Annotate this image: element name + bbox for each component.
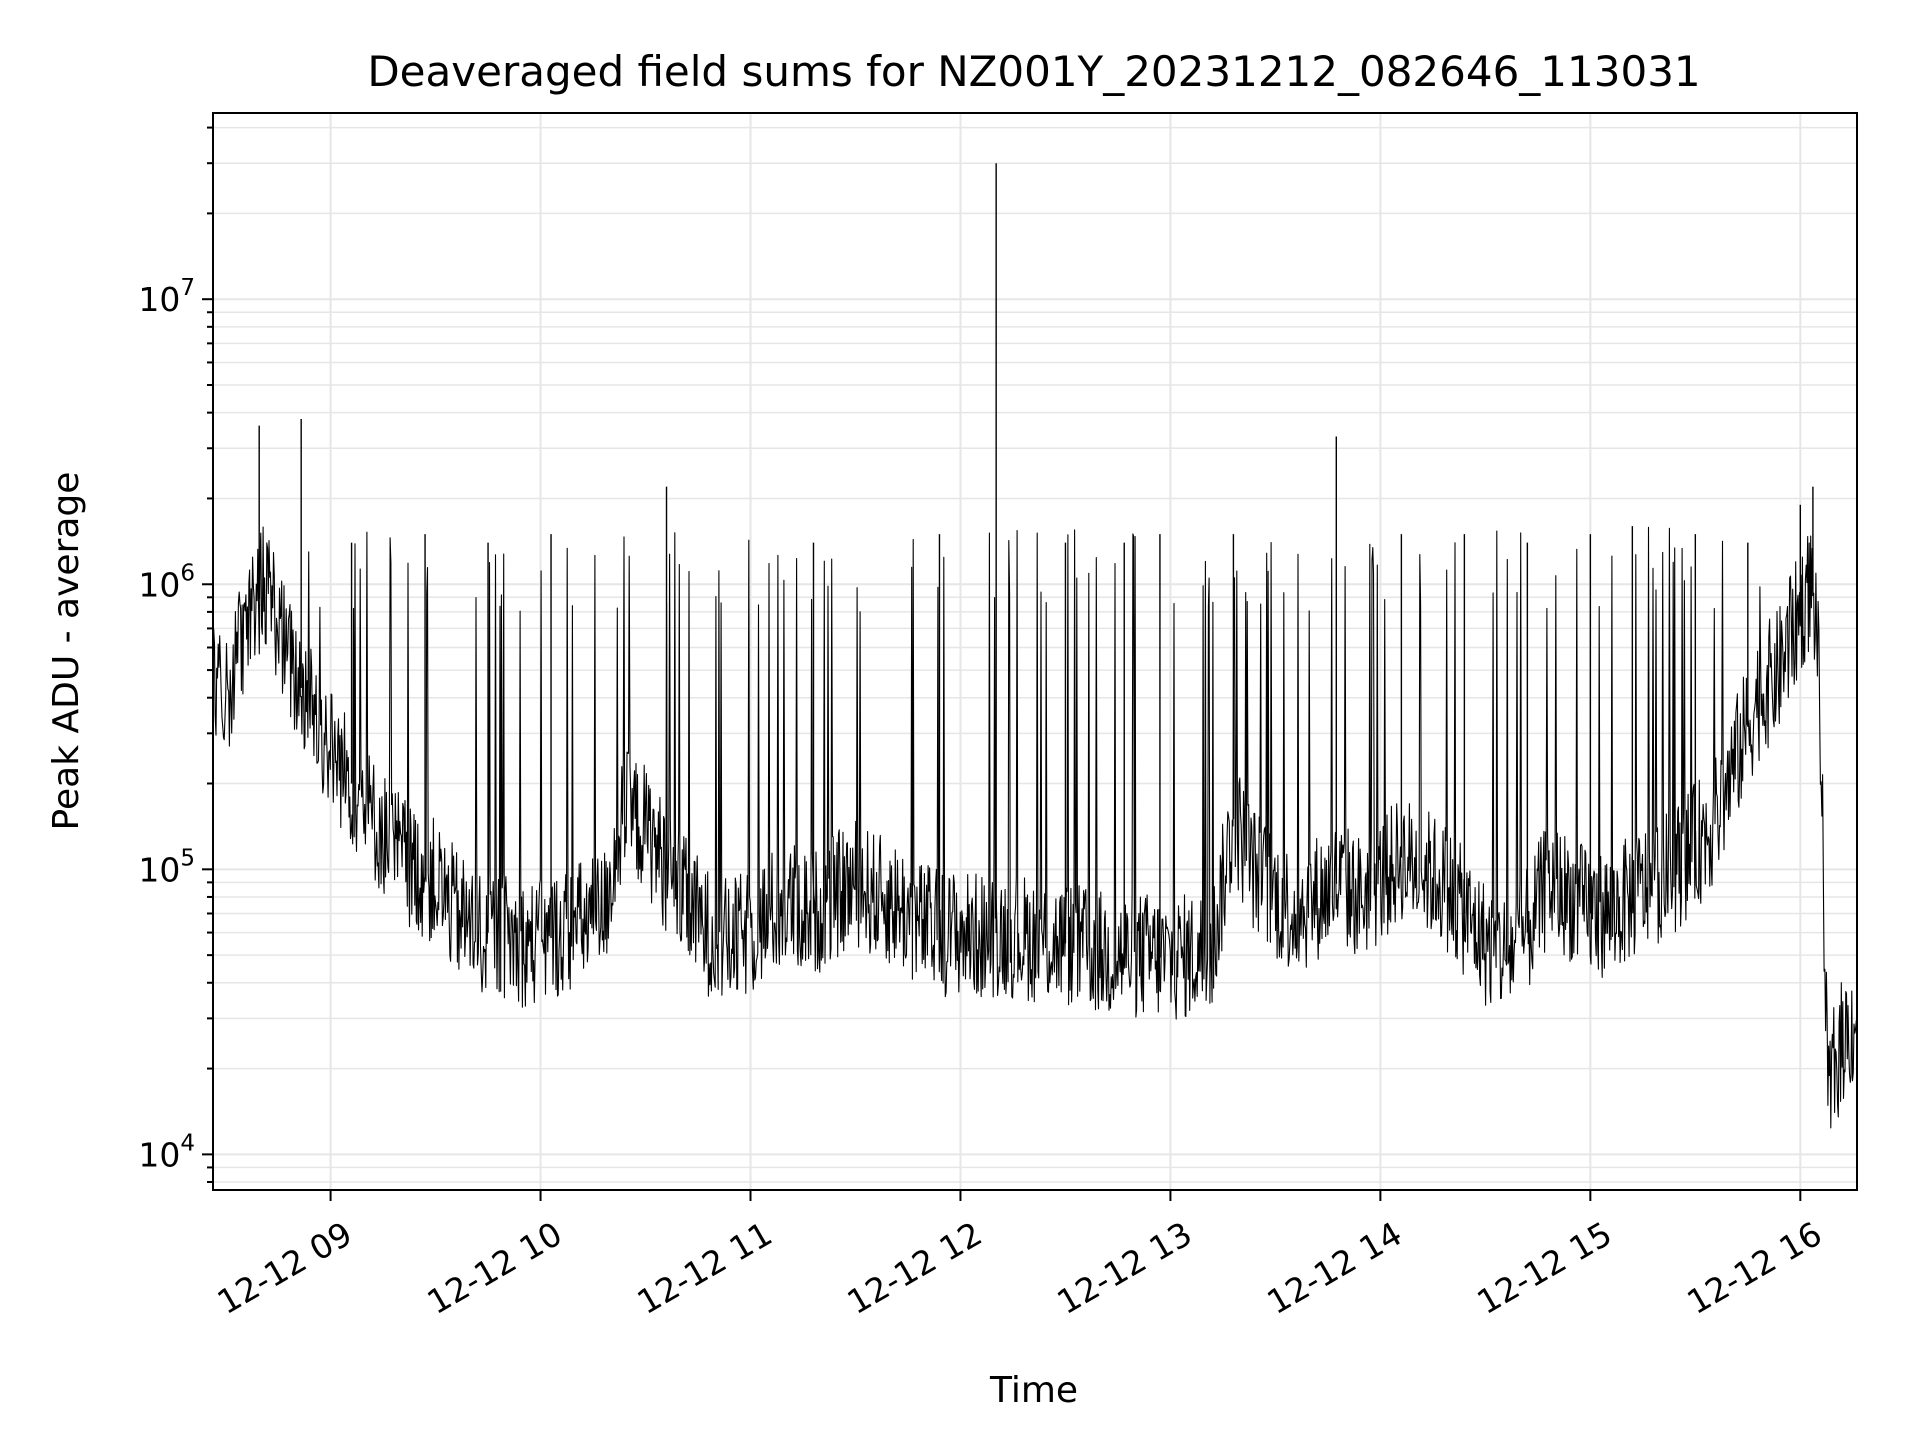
y-axis-label: Peak ADU - average bbox=[46, 472, 87, 831]
series-line bbox=[213, 526, 1857, 1129]
data-series bbox=[213, 163, 1857, 1129]
y-tick-label: 104 bbox=[138, 1130, 195, 1174]
y-tick-label: 107 bbox=[138, 275, 195, 319]
y-tick-label: 106 bbox=[138, 560, 195, 604]
y-tick-label: 105 bbox=[138, 845, 195, 889]
chart-title: Deaveraged field sums for NZ001Y_2023121… bbox=[367, 47, 1700, 96]
plot-frame bbox=[212, 112, 1858, 1191]
y-axis: 104 105 106 107 bbox=[138, 126, 213, 1184]
x-axis-label: Time bbox=[989, 1370, 1078, 1411]
